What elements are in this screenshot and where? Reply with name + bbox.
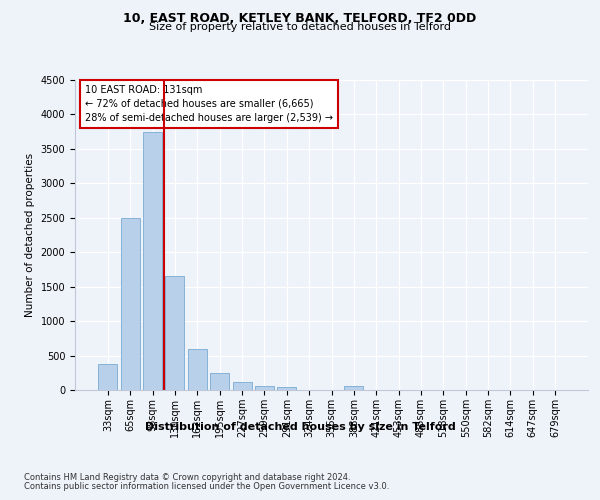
Text: Size of property relative to detached houses in Telford: Size of property relative to detached ho… (149, 22, 451, 32)
Bar (166, 276, 184, 390)
Bar (121, 218, 140, 390)
Bar (143, 132, 162, 390)
Text: Contains HM Land Registry data © Crown copyright and database right 2024.: Contains HM Land Registry data © Crown c… (24, 472, 350, 482)
Y-axis label: Number of detached properties: Number of detached properties (25, 153, 35, 317)
Text: 10, EAST ROAD, KETLEY BANK, TELFORD, TF2 0DD: 10, EAST ROAD, KETLEY BANK, TELFORD, TF2… (124, 12, 476, 26)
Text: Distribution of detached houses by size in Telford: Distribution of detached houses by size … (145, 422, 455, 432)
Bar (277, 387, 296, 390)
Bar (188, 348, 207, 390)
Bar (233, 382, 251, 390)
Bar (98, 364, 118, 390)
Text: Contains public sector information licensed under the Open Government Licence v3: Contains public sector information licen… (24, 482, 389, 491)
Bar (344, 386, 364, 390)
Bar (210, 374, 229, 390)
Bar (255, 386, 274, 390)
Text: 10 EAST ROAD: 131sqm
← 72% of detached houses are smaller (6,665)
28% of semi-de: 10 EAST ROAD: 131sqm ← 72% of detached h… (85, 84, 333, 122)
